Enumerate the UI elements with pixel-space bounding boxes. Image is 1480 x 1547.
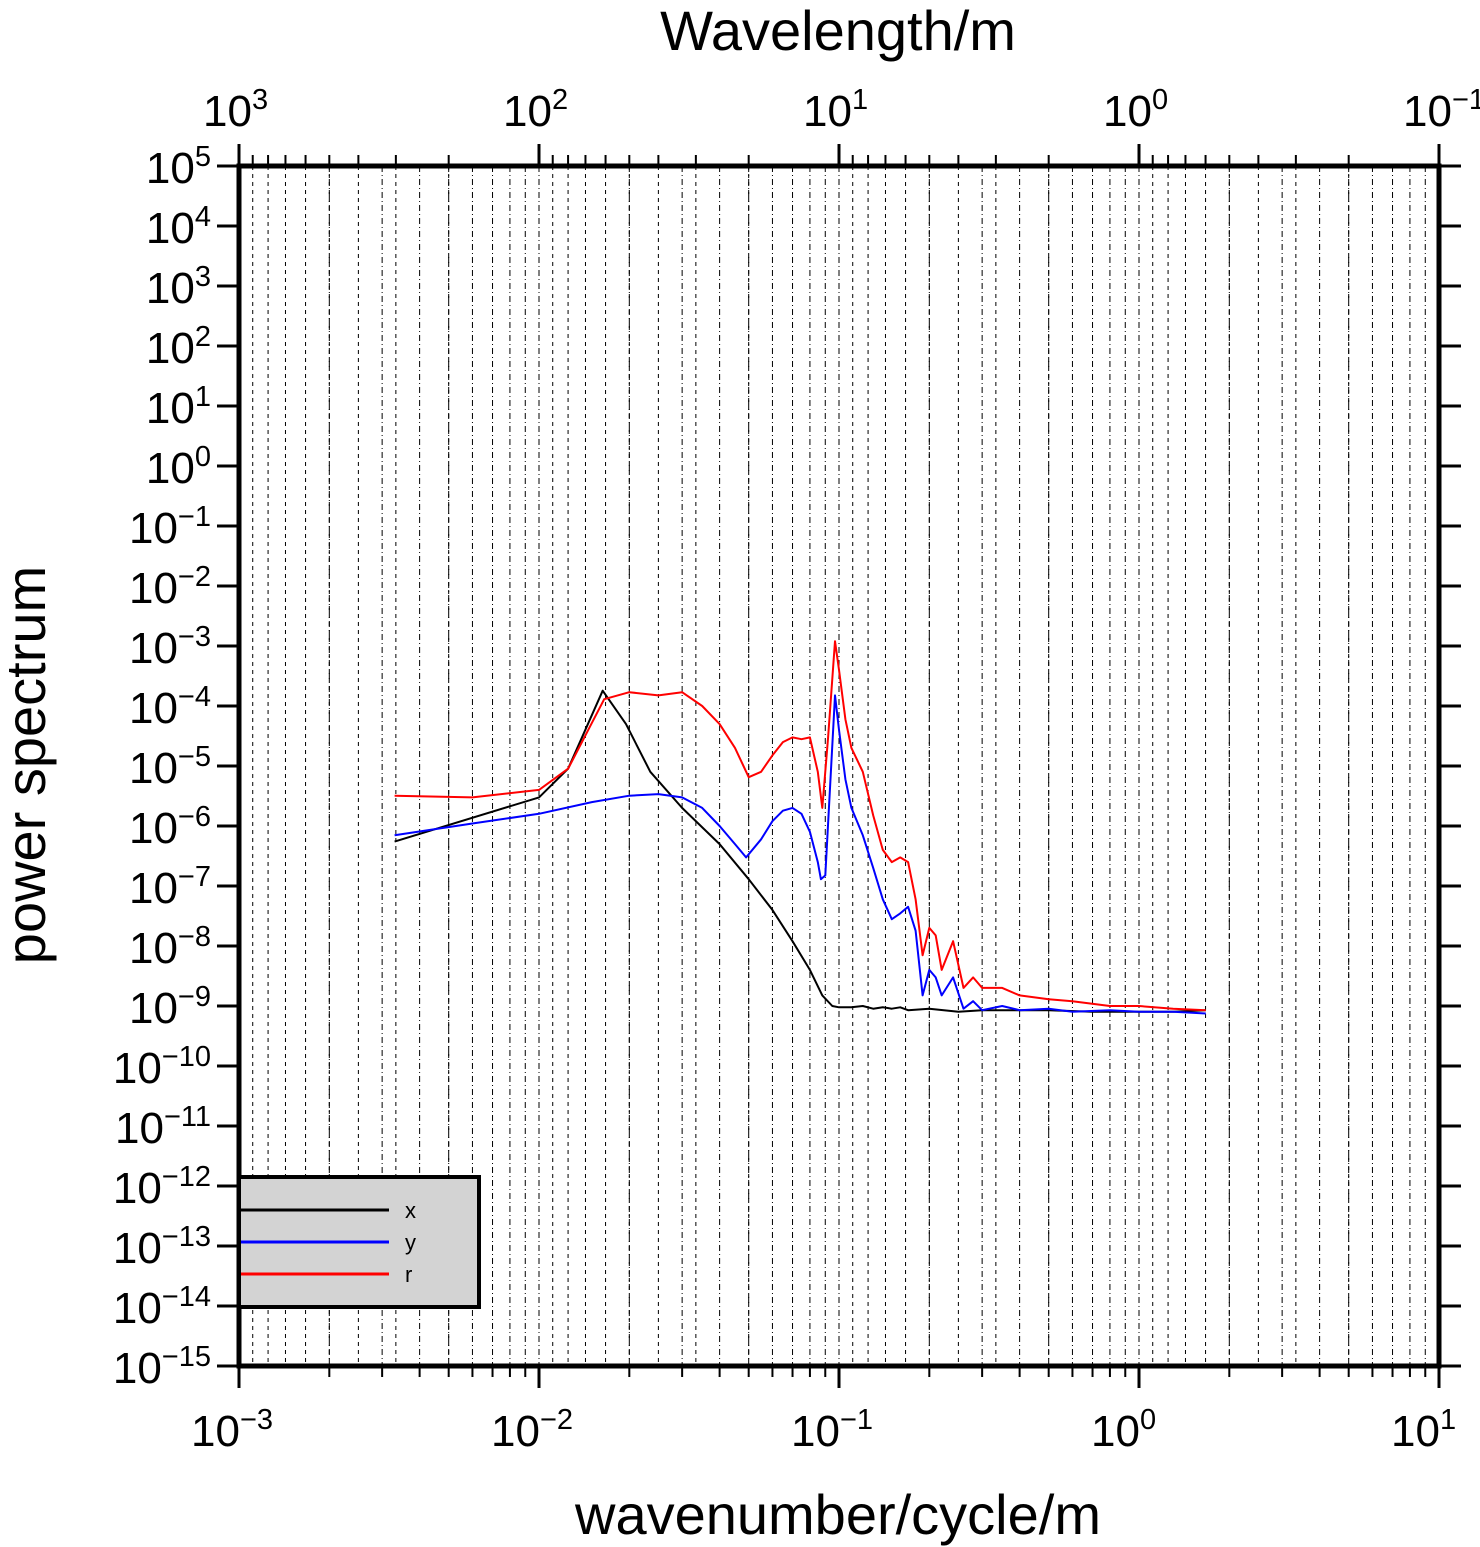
axis-ticks (217, 144, 1461, 1388)
y-tick-label: 10−5 (129, 741, 211, 793)
y-tick-label: 10−11 (115, 1101, 211, 1153)
y-tick-label: 10−15 (113, 1341, 211, 1393)
x-tick-label: 10−2 (491, 1404, 573, 1456)
y-axis-title: power spectrum (0, 566, 57, 964)
legend-label-r: r (405, 1262, 412, 1287)
tick-labels: 105 104 103 102 101 100 10−1 10−2 10−3 10−4 10−5 10… (113, 84, 1480, 1456)
y-tick-label: 10−14 (113, 1281, 211, 1333)
y-tick-label: 10−7 (129, 861, 211, 913)
series-line-r (394, 640, 1206, 1012)
y-tick-label: 10−8 (129, 921, 211, 973)
y-tick-label: 10−9 (129, 981, 211, 1033)
x2-tick-label: 10−1 (1403, 84, 1480, 136)
x-tick-label: 10−1 (791, 1404, 873, 1456)
y-tick-label: 10−13 (113, 1221, 211, 1273)
x2-tick-label: 103 (203, 84, 268, 136)
x-tick-label: 10−3 (191, 1404, 273, 1456)
series-line-y (394, 694, 1206, 1015)
series-lines (394, 640, 1206, 1015)
x2-axis-title: Wavelength/m (660, 0, 1016, 62)
y-tick-label: 10−12 (113, 1161, 211, 1213)
y-tick-label: 10−1 (129, 501, 211, 553)
legend-label-x: x (405, 1198, 416, 1223)
y-tick-label: 104 (146, 201, 211, 253)
y-tick-label: 10−3 (129, 621, 211, 673)
y-tick-label: 105 (146, 141, 211, 193)
y-tick-label: 10−6 (129, 801, 211, 853)
y-tick-label: 10−2 (129, 561, 211, 613)
y-tick-label: 103 (146, 261, 211, 313)
x-tick-label: 100 (1091, 1404, 1156, 1456)
legend-label-y: y (405, 1230, 416, 1255)
x2-tick-label: 100 (1103, 84, 1168, 136)
x2-tick-label: 101 (803, 84, 868, 136)
x-tick-label: 101 (1391, 1404, 1456, 1456)
y-tick-label: 100 (146, 441, 211, 493)
x-axis-title: wavenumber/cycle/m (574, 1483, 1101, 1546)
x2-tick-label: 102 (503, 84, 568, 136)
y-tick-label: 101 (146, 381, 211, 433)
legend: xyr (237, 1175, 481, 1309)
y-tick-label: 102 (146, 321, 211, 373)
y-tick-label: 10−10 (113, 1041, 211, 1093)
y-tick-label: 10−4 (129, 681, 211, 733)
